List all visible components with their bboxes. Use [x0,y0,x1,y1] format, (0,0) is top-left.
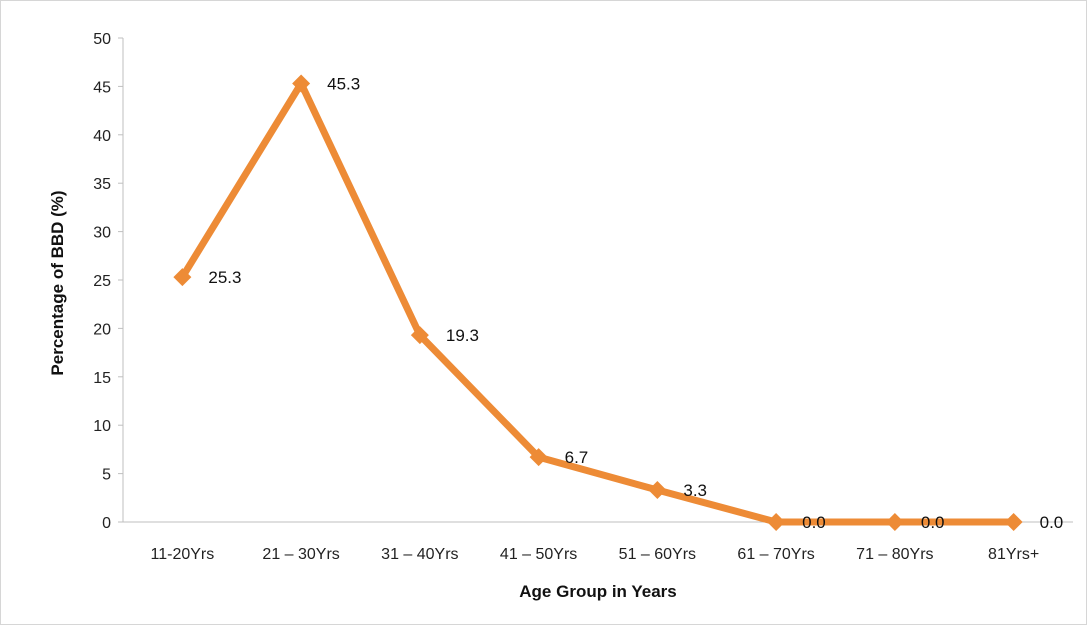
data-label: 3.3 [683,481,707,500]
data-point-marker [529,448,548,467]
series [173,74,1023,531]
x-axis-title: Age Group in Years [519,582,676,601]
data-point-marker [410,326,429,345]
data-labels: 25.3 45.3 19.3 6.7 3.3 0.0 0.0 0.0 [208,74,1063,532]
y-axis-title: Percentage of BBD (%) [48,190,67,375]
y-tick-label: 0 [102,515,111,532]
y-tick-label: 20 [93,321,111,338]
y-tick-label: 45 [93,79,111,96]
x-tick-label: 51 – 60Yrs [619,546,696,563]
data-point-marker [292,74,311,93]
data-point-marker [1004,513,1023,531]
data-label: 0.0 [802,513,826,532]
x-tick-label: 61 – 70Yrs [737,546,814,563]
data-point-marker [767,513,786,531]
x-tick-label: 41 – 50Yrs [500,546,577,563]
y-tick-label: 50 [93,31,111,48]
y-tick-label: 5 [102,467,111,484]
x-axis-ticks: 11-20Yrs 21 – 30Yrs 31 – 40Yrs 41 – 50Yrs 51… [151,546,1040,563]
x-tick-label: 31 – 40Yrs [381,546,458,563]
y-tick-label: 25 [93,273,111,290]
y-tick-label: 10 [93,418,111,435]
y-axis-ticks: 0 5 10 15 20 25 30 35 40 45 50 [93,31,123,532]
data-point-marker [173,268,192,287]
data-label: 19.3 [446,326,479,345]
axes [122,38,1073,523]
y-tick-label: 35 [93,176,111,193]
y-tick-label: 40 [93,128,111,145]
x-tick-label: 71 – 80Yrs [856,546,933,563]
series-line [178,79,1018,526]
data-point-marker [648,481,667,500]
data-label: 0.0 [1040,513,1064,532]
data-label: 0.0 [921,513,945,532]
y-tick-label: 30 [93,225,111,242]
data-point-marker [885,513,904,531]
data-label: 45.3 [327,74,360,93]
data-label: 25.3 [208,268,241,287]
y-tick-label: 15 [93,370,111,387]
x-tick-label: 11-20Yrs [151,546,215,563]
x-tick-label: 21 – 30Yrs [262,546,339,563]
data-label: 6.7 [565,448,589,467]
x-tick-label: 81Yrs+ [988,546,1039,563]
